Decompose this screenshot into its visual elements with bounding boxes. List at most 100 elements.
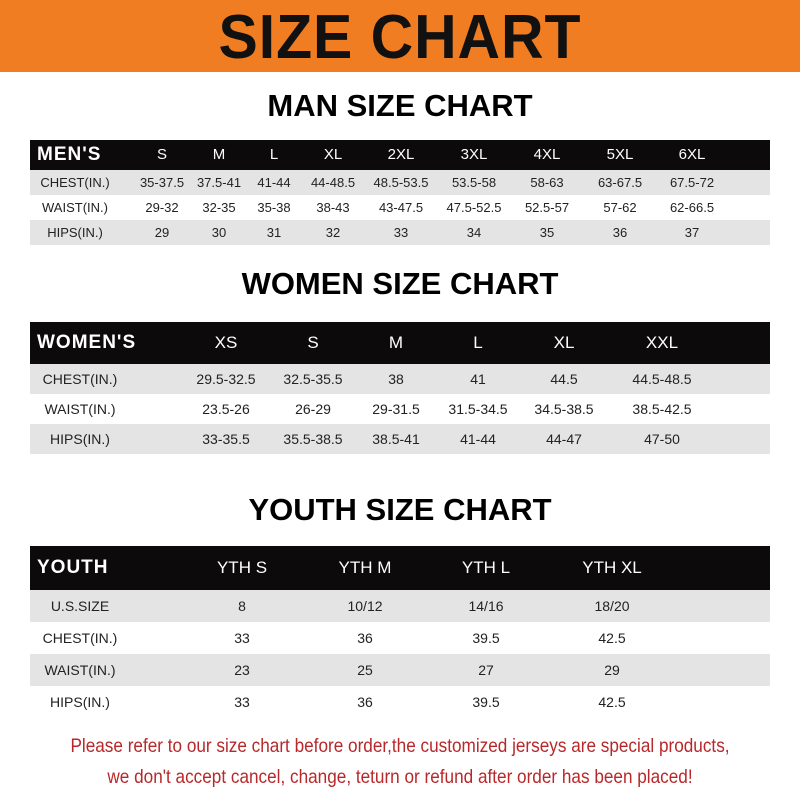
table-cell: 42.5 xyxy=(598,630,626,646)
table-cell: 57-62 xyxy=(603,200,637,215)
table-cell: 10/12 xyxy=(347,598,383,614)
row-label: WAIST(IN.) xyxy=(42,200,108,215)
page-title: SIZE CHART xyxy=(218,3,582,72)
table-row: WAIST(IN.) 23.5-26 26-29 29-31.5 31.5-34.5 34… xyxy=(30,394,770,424)
size-column-header: XL xyxy=(323,146,343,163)
table-cell: 23.5-26 xyxy=(202,401,250,417)
table-cell: 35-37.5 xyxy=(139,175,185,190)
table-cell: 58-63 xyxy=(530,175,564,190)
table-cell: 32 xyxy=(325,225,341,240)
table-header-row: WOMEN'S XS S M L XL XXL xyxy=(30,322,770,364)
youth-size-table: YOUTH YTH S YTH M YTH L YTH XL U.S.SIZE 8 10/12… xyxy=(30,546,770,718)
size-column-header: 3XL xyxy=(460,146,488,163)
table-header-row: MEN'S S M L XL 2XL 3XL 4XL 5XL 6XL xyxy=(30,140,770,170)
table-row: CHEST(IN.) 33 36 39.5 42.5 xyxy=(30,622,770,654)
size-column-header: XS xyxy=(214,333,238,352)
table-cell: 41-44 xyxy=(257,175,291,190)
size-column-header: 5XL xyxy=(606,146,634,163)
women-section-title: WOMEN SIZE CHART xyxy=(241,266,559,301)
size-column-header: YTH S xyxy=(216,558,268,577)
row-label: HIPS(IN.) xyxy=(50,431,110,447)
size-column-header: L xyxy=(473,333,483,352)
table-cell: 33 xyxy=(234,630,250,646)
notice-line-2: we don't accept cancel, change, teturn o… xyxy=(107,766,693,788)
table-cell: 38.5-42.5 xyxy=(632,401,692,417)
table-cell: 29.5-32.5 xyxy=(196,371,256,387)
table-cell: 41-44 xyxy=(460,431,496,447)
table-cell: 29-32 xyxy=(145,200,179,215)
size-column-header: M xyxy=(388,333,404,352)
size-column-header: YTH L xyxy=(461,558,511,577)
table-cell: 14/16 xyxy=(468,598,504,614)
table-row: CHEST(IN.) 29.5-32.5 32.5-35.5 38 41 44.5 44.5… xyxy=(30,364,770,394)
table-cell: 42.5 xyxy=(598,694,626,710)
size-column-header: M xyxy=(212,146,226,163)
table-cell: 44-47 xyxy=(546,431,582,447)
table-cell: 33-35.5 xyxy=(202,431,250,447)
table-row: U.S.SIZE 8 10/12 14/16 18/20 xyxy=(30,590,770,622)
table-cell: 33 xyxy=(393,225,409,240)
size-column-header: 2XL xyxy=(387,146,415,163)
table-cell: 37 xyxy=(684,225,700,240)
table-cell: 39.5 xyxy=(472,694,500,710)
table-cell: 32.5-35.5 xyxy=(283,371,343,387)
size-column-header: YTH M xyxy=(338,558,392,577)
table-corner-label: MEN'S xyxy=(37,144,102,165)
table-cell: 31 xyxy=(266,225,282,240)
row-label: WAIST(IN.) xyxy=(44,662,116,678)
table-cell: 44.5 xyxy=(550,371,578,387)
size-column-header: XL xyxy=(553,333,575,352)
youth-section-title: YOUTH SIZE CHART xyxy=(248,492,552,527)
table-cell: 27 xyxy=(478,662,494,678)
table-cell: 29-31.5 xyxy=(372,401,420,417)
table-cell: 35 xyxy=(539,225,555,240)
table-cell: 36 xyxy=(357,694,373,710)
table-cell: 29 xyxy=(154,225,170,240)
table-cell: 36 xyxy=(612,225,628,240)
size-column-header: XXL xyxy=(645,333,679,352)
table-cell: 43-47.5 xyxy=(378,200,424,215)
table-cell: 32-35 xyxy=(202,200,236,215)
size-column-header: YTH XL xyxy=(582,558,642,577)
table-cell: 31.5-34.5 xyxy=(448,401,508,417)
table-cell: 18/20 xyxy=(594,598,630,614)
table-cell: 8 xyxy=(238,598,246,614)
title-banner xyxy=(0,0,800,72)
table-cell: 53.5-58 xyxy=(451,175,497,190)
table-cell: 25 xyxy=(357,662,373,678)
women-size-table: WOMEN'S XS S M L XL XXL CHEST(IN.) 29.5-32.5 32.5… xyxy=(30,322,770,454)
table-cell: 47.5-52.5 xyxy=(446,200,502,215)
table-cell: 33 xyxy=(234,694,250,710)
row-label: HIPS(IN.) xyxy=(50,694,110,710)
table-cell: 41 xyxy=(470,371,486,387)
table-row: HIPS(IN.) 29 30 31 32 33 34 35 36 37 xyxy=(30,220,770,245)
row-label: U.S.SIZE xyxy=(50,598,110,614)
table-row: WAIST(IN.) 29-32 32-35 35-38 38-43 43-47.5 47.… xyxy=(30,195,770,220)
row-label: CHEST(IN.) xyxy=(40,175,110,190)
table-cell: 34 xyxy=(466,225,482,240)
table-cell: 44-48.5 xyxy=(310,175,356,190)
row-label: HIPS(IN.) xyxy=(47,225,103,240)
row-label: CHEST(IN.) xyxy=(42,371,118,387)
table-row: WAIST(IN.) 23 25 27 29 xyxy=(30,654,770,686)
table-cell: 52.5-57 xyxy=(524,200,570,215)
table-row: CHEST(IN.) 35-37.5 37.5-41 41-44 44-48.5 48.5… xyxy=(30,170,770,195)
table-cell: 38.5-41 xyxy=(372,431,420,447)
size-column-header: S xyxy=(307,333,319,352)
table-cell: 67.5-72 xyxy=(669,175,715,190)
table-header-row: YOUTH YTH S YTH M YTH L YTH XL xyxy=(30,546,770,590)
table-cell: 38 xyxy=(388,371,404,387)
table-row: HIPS(IN.) 33 36 39.5 42.5 xyxy=(30,686,770,718)
table-corner-label: WOMEN'S xyxy=(37,332,137,353)
table-cell: 34.5-38.5 xyxy=(534,401,594,417)
table-cell: 63-67.5 xyxy=(597,175,643,190)
table-row: HIPS(IN.) 33-35.5 35.5-38.5 38.5-41 41-44 44-… xyxy=(30,424,770,454)
table-corner-label: YOUTH xyxy=(37,557,109,578)
table-cell: 35-38 xyxy=(257,200,291,215)
table-cell: 30 xyxy=(211,225,227,240)
table-cell: 23 xyxy=(234,662,250,678)
table-cell: 39.5 xyxy=(472,630,500,646)
size-column-header: 4XL xyxy=(533,146,561,163)
table-cell: 29 xyxy=(604,662,620,678)
